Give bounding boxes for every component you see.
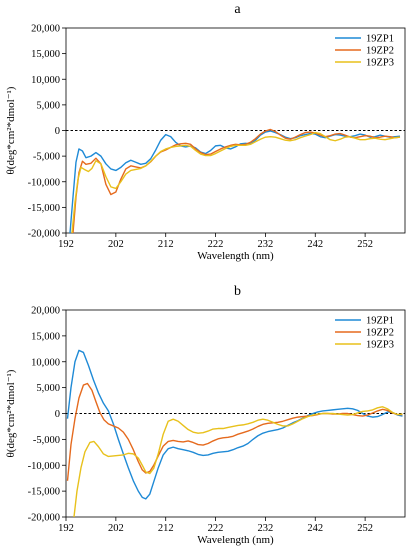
x-tick-label: 212 [158,523,174,534]
x-tick-label: 202 [108,239,124,250]
x-tick-label: 242 [307,239,323,250]
y-tick-label: -15,000 [28,487,60,498]
y-tick-label: -15,000 [28,203,60,214]
y-tick-label: -20,000 [28,513,60,524]
y-tick-label: -10,000 [28,461,60,472]
x-tick-label: 252 [357,523,373,534]
y-tick-label: 20,000 [31,306,60,317]
y-axis-title: θ(deg*cm²*dmol⁻¹) [5,369,17,457]
legend-label-19zp3: 19ZP3 [366,58,394,69]
y-tick-label: -5,000 [33,435,60,446]
x-tick-label: 232 [258,523,274,534]
x-axis-title: Wavelength (nm) [197,534,274,546]
y-tick-label: 15,000 [31,331,60,342]
x-tick-label: 242 [307,523,323,534]
chart-panel-a: a 20,000 15,000 10,000 5,000 0 -5,000 -10,000 -1… [5,2,406,262]
y-tick-label: 0 [55,126,60,137]
legend-label-19zp2: 19ZP2 [366,46,394,57]
y-axis-title: θ(deg*cm²*dmol⁻¹) [5,86,17,174]
y-tick-label: -10,000 [28,177,60,188]
legend-label-19zp2: 19ZP2 [366,328,394,339]
chart-panel-b: b 20,000 15,000 10,000 5,000 0 -5,000 -10,000 -1… [5,284,406,546]
y-tick-label: 5,000 [36,100,60,111]
series-line-19zp2 [72,128,401,233]
series-line-19zp3 [71,131,401,233]
y-tick-label: 15,000 [31,49,60,60]
x-tick-label: 232 [258,239,274,250]
x-tick-label: 192 [58,523,74,534]
panel-label: b [234,284,241,299]
y-tick-label: 10,000 [31,357,60,368]
series-line-19zp3 [73,406,403,517]
series-line-19zp2 [66,382,403,481]
y-tick-label: 0 [55,409,60,420]
x-tick-label: 202 [108,523,124,534]
y-tick-label: 20,000 [31,24,60,35]
x-tick-label: 192 [58,239,74,250]
y-tick-label: 5,000 [36,383,60,394]
series-line-19zp1 [66,349,403,500]
x-tick-label: 222 [208,239,224,250]
y-tick-label: -5,000 [33,152,60,163]
legend-label-19zp3: 19ZP3 [366,340,394,351]
x-tick-label: 212 [158,239,174,250]
series-line-19zp1 [69,130,401,233]
y-tick-label: -20,000 [28,229,60,240]
x-tick-label: 252 [357,239,373,250]
panel-label: a [234,2,241,17]
y-tick-label: 10,000 [31,75,60,86]
legend-label-19zp1: 19ZP1 [366,316,394,327]
x-tick-label: 222 [208,523,224,534]
x-axis-title: Wavelength (nm) [197,250,274,262]
legend-label-19zp1: 19ZP1 [366,34,394,45]
